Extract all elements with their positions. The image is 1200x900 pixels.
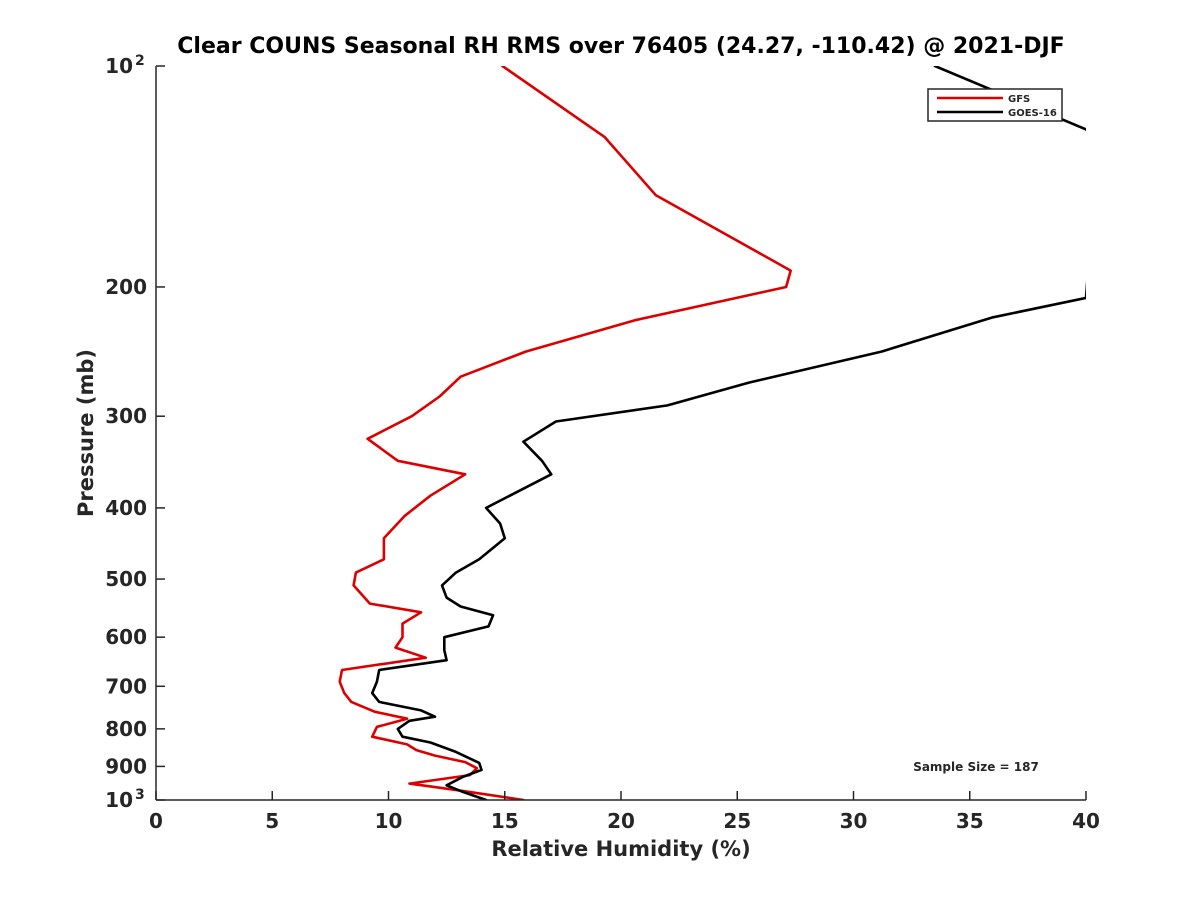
y-tick-label: 800 — [105, 717, 147, 741]
y-tick-label-base: 900 — [105, 754, 147, 778]
legend-label: GFS — [1008, 94, 1030, 105]
y-tick-label-exponent: 2 — [135, 53, 145, 69]
x-tick-label: 40 — [1072, 809, 1100, 833]
chart-title: Clear COUNS Seasonal RH RMS over 76405 (… — [177, 34, 1064, 59]
series-layer — [338, 66, 1086, 800]
y-tick-label: 600 — [105, 625, 147, 649]
x-tick-label: 20 — [607, 809, 635, 833]
x-tick-label: 0 — [149, 809, 163, 833]
series-line-gfs — [338, 66, 793, 800]
sample-size-annotation: Sample Size = 187 — [913, 760, 1039, 774]
y-tick-label-base: 600 — [105, 625, 147, 649]
y-tick-label: 400 — [105, 496, 147, 520]
x-tick-label: 30 — [840, 809, 868, 833]
y-tick-label-base: 10 — [105, 54, 133, 78]
legend-label: GOES-16 — [1008, 108, 1057, 119]
legend-box — [927, 88, 1063, 122]
legend: GFS GOES-16 — [927, 88, 1063, 122]
y-tick-label: 300 — [105, 404, 147, 428]
y-tick-label: 900 — [105, 754, 147, 778]
x-tick-label: 35 — [956, 809, 984, 833]
y-tick-label-base: 10 — [105, 788, 133, 812]
series-line-goes-16 — [370, 66, 1086, 800]
y-tick-label-base: 300 — [105, 404, 147, 428]
y-tick-label: 700 — [105, 674, 147, 698]
plot-area: 0 5 10 15 20 25 30 35 40 10 220030040050060070080… — [105, 53, 1100, 833]
x-tick-label: 25 — [723, 809, 751, 833]
y-tick-label-base: 500 — [105, 567, 147, 591]
x-tick-label: 5 — [265, 809, 279, 833]
x-tick-label: 15 — [491, 809, 519, 833]
x-axis-label: Relative Humidity (%) — [491, 837, 750, 861]
y-tick-label-base: 800 — [105, 717, 147, 741]
y-tick-label-exponent: 3 — [135, 787, 145, 803]
x-axis-ticks: 0 5 10 15 20 25 30 35 40 — [149, 791, 1100, 833]
x-tick-label: 10 — [375, 809, 403, 833]
y-axis-label: Pressure (mb) — [74, 349, 98, 517]
y-tick-label-base: 700 — [105, 674, 147, 698]
y-tick-label: 10 — [105, 788, 133, 812]
y-tick-label: 500 — [105, 567, 147, 591]
y-tick-label: 10 — [105, 54, 133, 78]
y-tick-label-base: 400 — [105, 496, 147, 520]
y-tick-label-base: 200 — [105, 275, 147, 299]
y-tick-label: 200 — [105, 275, 147, 299]
